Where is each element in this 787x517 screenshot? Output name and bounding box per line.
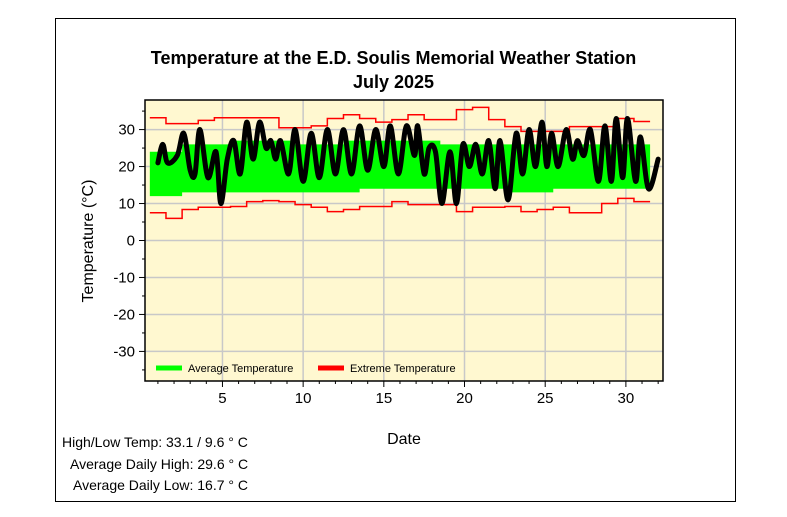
temperature-line <box>155 115 661 207</box>
stat-average-high: Average Daily High: 29.6 ° C <box>70 456 249 472</box>
stat-high-low: High/Low Temp: 33.1 / 9.6 ° C <box>62 434 248 450</box>
y-tick-label: -30 <box>113 343 135 360</box>
chart-subtitle: July 2025 <box>352 72 435 92</box>
x-tick-label: 5 <box>218 390 226 407</box>
chart-title: Temperature at the E.D. Soulis Memorial … <box>150 48 637 68</box>
extreme-high-line <box>149 106 651 133</box>
legend-label: Extreme Temperature <box>350 363 456 375</box>
x-tick-label: 15 <box>375 390 392 407</box>
stat-average-low: Average Daily Low: 16.7 ° C <box>73 477 248 493</box>
y-tick-label: 0 <box>127 233 135 250</box>
x-tick-label: 20 <box>456 390 473 407</box>
y-tick-label: 30 <box>118 122 135 139</box>
x-tick-label: 25 <box>537 390 554 407</box>
x-tick-label: 30 <box>618 390 635 407</box>
chart-frame <box>55 18 736 502</box>
x-axis-label: Date <box>387 431 421 448</box>
extreme-low-line <box>149 197 651 220</box>
y-axis-label: Temperature (°C) <box>80 180 97 303</box>
y-tick-label: -20 <box>113 306 135 323</box>
y-tick-label: -10 <box>113 269 135 286</box>
x-tick-label: 10 <box>295 390 312 407</box>
y-tick-label: 10 <box>118 196 135 213</box>
y-tick-label: 20 <box>118 159 135 176</box>
legend-label: Average Temperature <box>188 363 293 375</box>
